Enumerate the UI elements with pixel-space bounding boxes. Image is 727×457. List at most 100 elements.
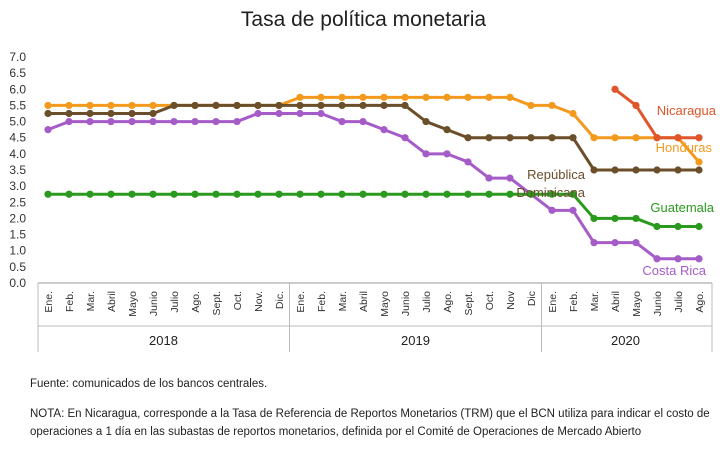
x-tick-label: Feb. — [316, 291, 328, 312]
data-point — [695, 222, 703, 231]
data-point — [590, 134, 598, 142]
series-line — [47, 112, 699, 261]
data-point — [233, 101, 241, 110]
data-point — [170, 190, 178, 198]
x-tick-label: Julio — [673, 291, 685, 313]
line-chart: 0.0 0.5 1.0 1.5 2.0 2.5 3.0 3.5 4.0 4.5 5.0 5.5 6.0 6… — [9, 50, 717, 352]
methodology-note: NOTA: En Nicaragua, corresponde a la Tas… — [30, 408, 710, 438]
source-note: Fuente: comunicados de los bancos centra… — [30, 378, 268, 390]
data-point — [191, 190, 199, 198]
data-point — [212, 117, 220, 126]
data-point — [506, 93, 514, 101]
data-point — [569, 134, 577, 142]
data-point — [275, 109, 283, 118]
data-point — [212, 101, 220, 110]
y-tick-label: 0.5 — [9, 260, 26, 274]
data-point — [338, 101, 346, 110]
x-tick-label: Ago. — [190, 291, 202, 313]
data-point — [485, 174, 493, 182]
data-point — [191, 101, 199, 110]
data-point — [107, 190, 115, 198]
data-point — [611, 239, 619, 247]
data-point — [569, 109, 577, 118]
data-point — [296, 101, 304, 110]
data-point — [422, 150, 430, 158]
series-label: Dominicana — [516, 185, 585, 200]
data-point — [674, 222, 682, 231]
data-point — [443, 150, 451, 158]
x-tick-label: Sept. — [463, 291, 475, 316]
x-tick-label: Mar. — [85, 291, 97, 311]
data-point — [590, 166, 598, 174]
data-point — [548, 134, 556, 142]
data-point — [44, 126, 52, 134]
series-label: República — [527, 167, 586, 182]
y-tick-label: 1.5 — [9, 228, 26, 242]
data-point — [338, 117, 346, 126]
y-tick-label: 4.0 — [9, 147, 26, 161]
series-label: Costa Rica — [642, 263, 706, 278]
series-label: Nicaragua — [657, 103, 717, 118]
x-tick-label: Oct. — [232, 291, 244, 310]
data-point — [86, 117, 94, 126]
x-tick-label: Nov. — [253, 291, 265, 312]
data-point — [380, 93, 388, 101]
data-point — [107, 101, 115, 110]
x-tick-label: Sept. — [211, 291, 223, 316]
x-tick-label: Nov — [505, 290, 517, 309]
data-point — [695, 166, 703, 174]
data-point — [611, 134, 619, 142]
series-guatemala — [44, 190, 703, 231]
data-point — [632, 214, 640, 223]
series-rep-blica-dominicana — [44, 101, 703, 174]
data-point — [653, 222, 661, 231]
data-point — [359, 93, 367, 101]
data-point — [149, 109, 157, 118]
data-point — [401, 190, 409, 198]
data-point — [464, 134, 472, 142]
data-point — [464, 190, 472, 198]
y-tick-label: 1.0 — [9, 244, 26, 258]
data-point — [107, 117, 115, 126]
data-point — [149, 117, 157, 126]
y-tick-label: 3.5 — [9, 163, 26, 177]
data-point — [611, 166, 619, 174]
data-point — [254, 190, 262, 198]
data-point — [212, 190, 220, 198]
y-tick-label: 4.5 — [9, 131, 26, 145]
y-tick-label: 5.5 — [9, 98, 26, 112]
data-point — [632, 166, 640, 174]
data-point — [674, 166, 682, 174]
data-point — [149, 101, 157, 110]
data-point — [359, 190, 367, 198]
data-point — [695, 255, 703, 263]
data-point — [485, 93, 493, 101]
data-point — [653, 166, 661, 174]
data-point — [170, 101, 178, 110]
chart-title: Tasa de política monetaria — [240, 8, 487, 31]
data-point — [359, 101, 367, 110]
year-label: 2020 — [611, 333, 640, 348]
x-tick-label: Mar. — [589, 291, 601, 311]
data-point — [296, 93, 304, 101]
data-point — [86, 109, 94, 118]
y-tick-label: 5.0 — [9, 115, 26, 129]
data-point — [548, 206, 556, 214]
data-point — [254, 109, 262, 118]
data-point — [86, 190, 94, 198]
series-label-layer: Honduras República Dominicana Costa Rica Gua… — [516, 103, 716, 278]
data-point — [611, 214, 619, 223]
data-point — [506, 134, 514, 142]
year-label: 2019 — [401, 333, 430, 348]
data-point — [590, 214, 598, 223]
data-point — [86, 101, 94, 110]
data-point — [296, 190, 304, 198]
data-point — [65, 109, 73, 118]
series-layer — [44, 85, 703, 263]
data-point — [569, 206, 577, 214]
x-axis: Ene. Feb. Mar. Abril Mayo Junio Julio Ago. Sept.… — [37, 282, 713, 352]
y-tick-label: 6.5 — [9, 66, 26, 80]
x-tick-label: Mayo — [379, 291, 391, 317]
x-tick-label: Julio — [421, 291, 433, 313]
y-tick-label: 2.5 — [9, 195, 26, 209]
